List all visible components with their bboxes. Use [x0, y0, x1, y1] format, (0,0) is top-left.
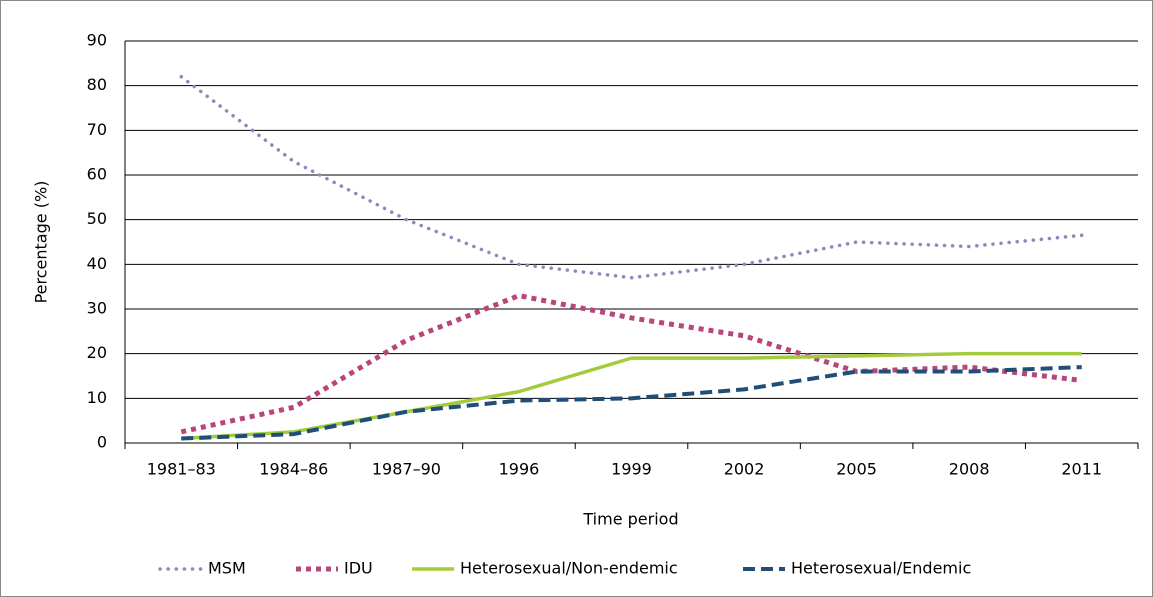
- y-tick-label: 50: [87, 209, 107, 228]
- x-tick-label: 1996: [499, 460, 540, 479]
- series-line: [180, 293, 1083, 435]
- legend-label: Heterosexual/Endemic: [791, 559, 971, 578]
- x-tick-label: 2005: [836, 460, 877, 479]
- legend-label: MSM: [208, 559, 246, 578]
- y-tick-label: 70: [87, 120, 107, 139]
- series-line: [179, 74, 1084, 280]
- x-tick-label: 2008: [949, 460, 990, 479]
- y-tick-label: 90: [87, 31, 107, 50]
- y-tick-label: 10: [87, 388, 107, 407]
- y-tick-label: 0: [97, 433, 107, 452]
- y-tick-label: 20: [87, 343, 107, 362]
- series-line: [181, 365, 1082, 441]
- y-tick-label: 40: [87, 254, 107, 273]
- x-tick-label: 2011: [1061, 460, 1102, 479]
- y-axis-label: Percentage (%): [32, 181, 51, 304]
- legend-label: Heterosexual/Non-endemic: [460, 559, 678, 578]
- y-tick-label: 60: [87, 165, 107, 184]
- x-tick-label: 2002: [724, 460, 765, 479]
- x-axis-label: Time period: [582, 510, 678, 529]
- y-tick-label: 80: [87, 75, 107, 94]
- y-tick-label: 30: [87, 299, 107, 318]
- x-tick-label: 1999: [611, 460, 652, 479]
- x-tick-label: 1987–90: [372, 460, 441, 479]
- legend-label: IDU: [344, 559, 373, 578]
- x-tick-label: 1984–86: [259, 460, 328, 479]
- x-tick-label: 1981–83: [147, 460, 216, 479]
